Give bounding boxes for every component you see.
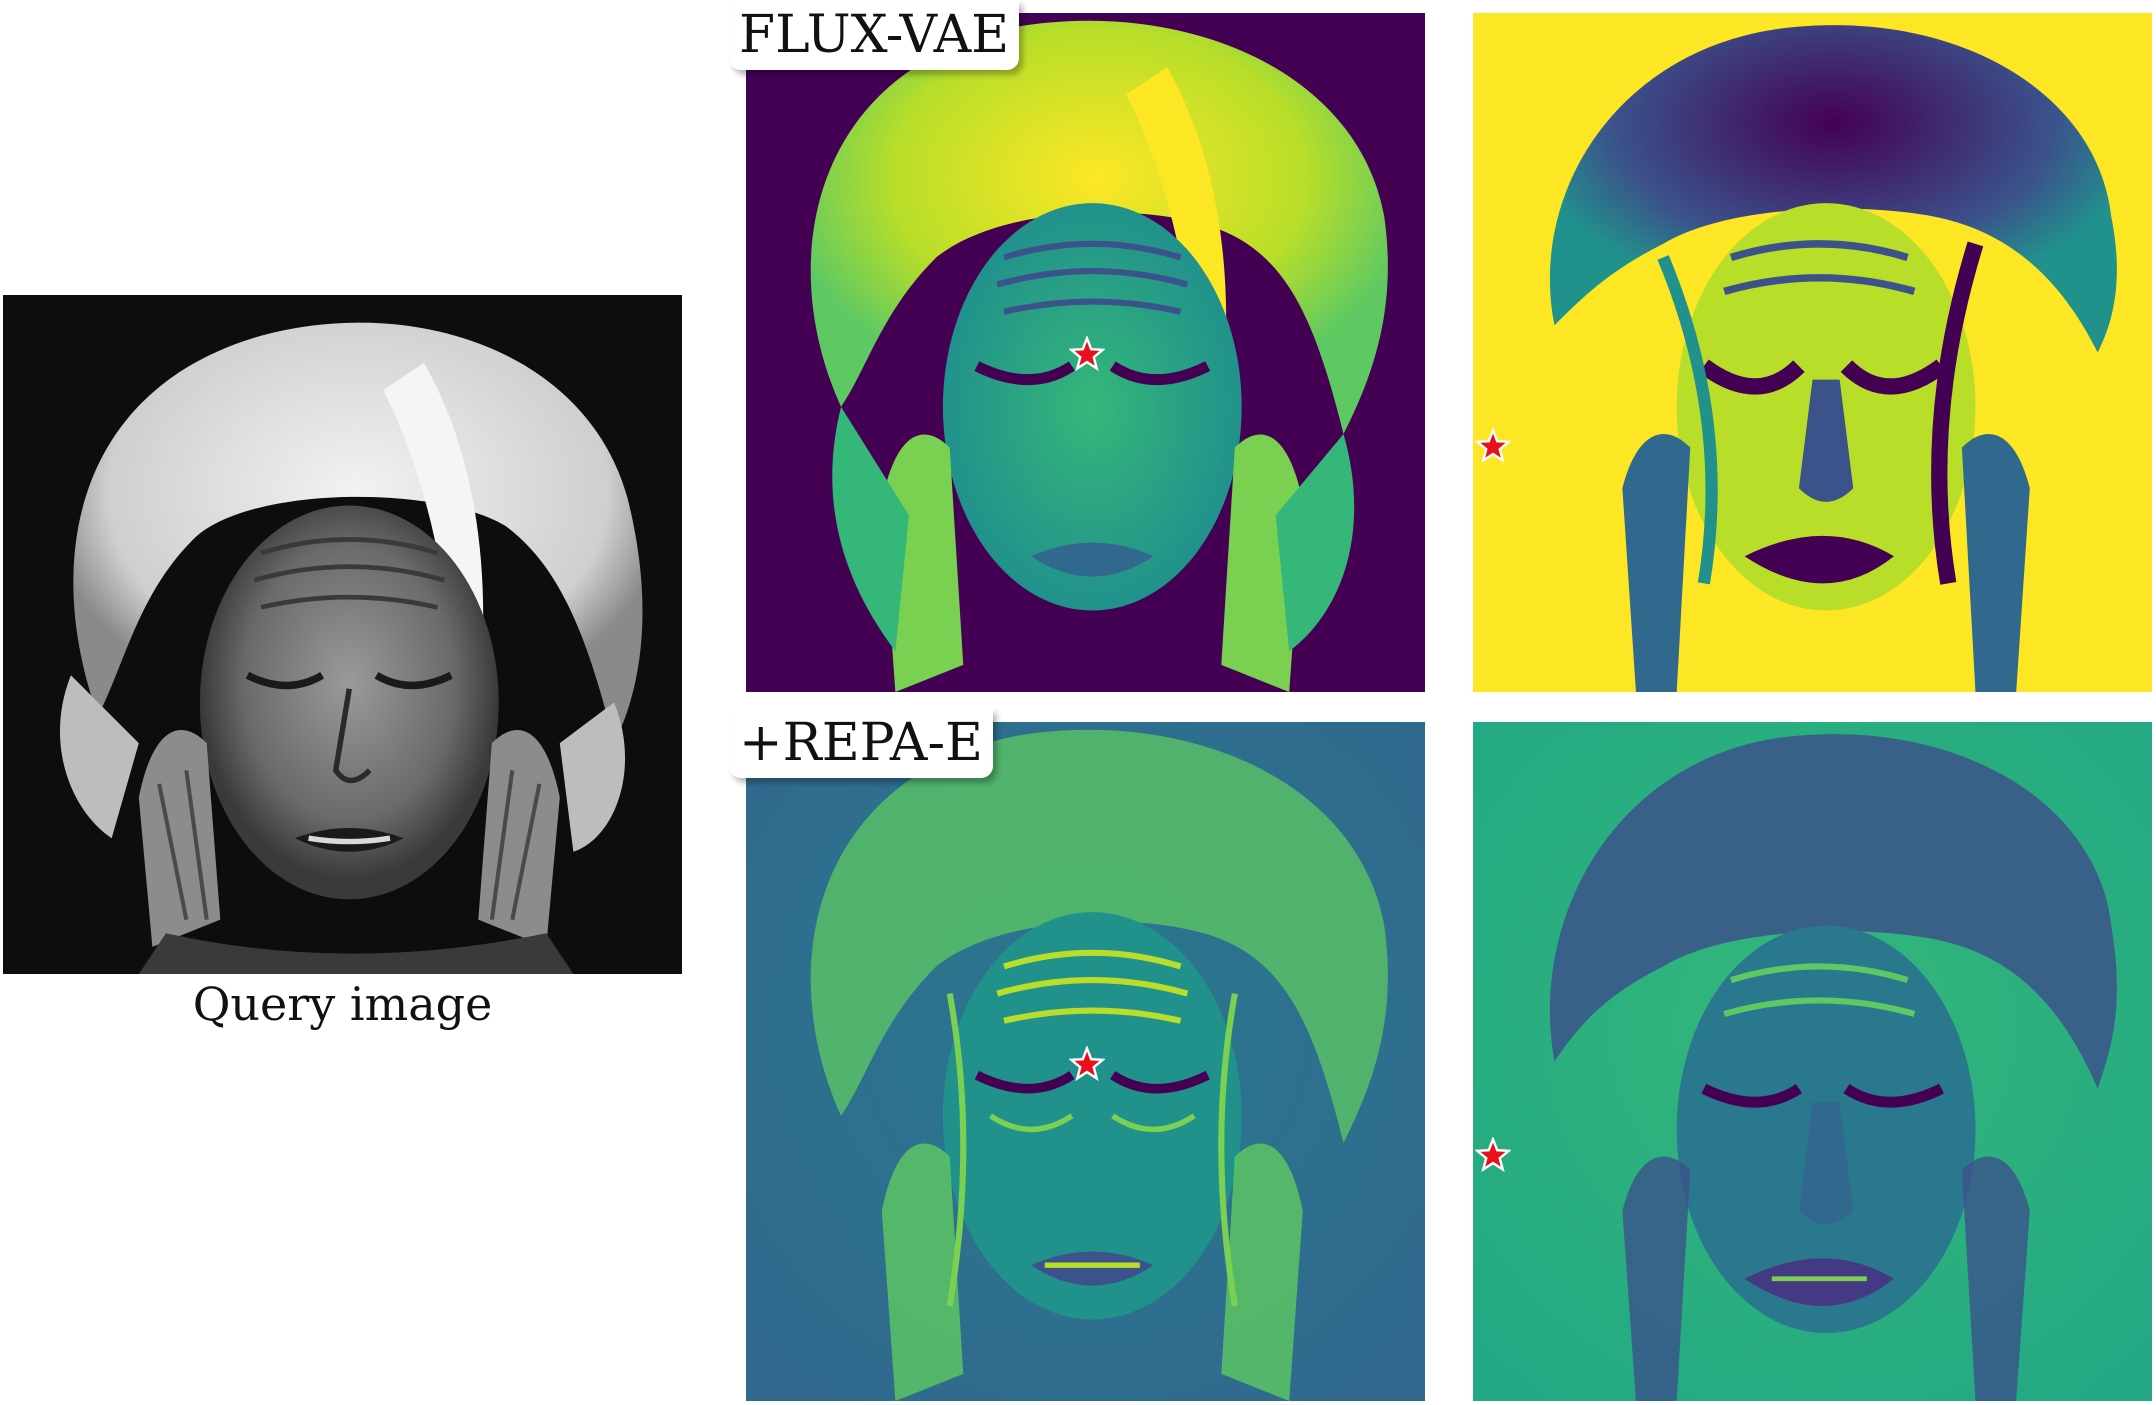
similarity-map-repa-e-1 bbox=[746, 722, 1425, 1401]
query-point-star-marker bbox=[1069, 336, 1105, 372]
query-point-star-marker bbox=[1069, 1046, 1105, 1082]
row-label-repa-e: +REPA-E bbox=[729, 708, 993, 778]
row-label-flux-vae: FLUX-VAE bbox=[729, 0, 1020, 70]
query-point-star-marker bbox=[1475, 1137, 1511, 1173]
query-image-caption: Query image bbox=[192, 977, 493, 1031]
query-point-star-marker bbox=[1475, 428, 1511, 464]
similarity-map-repa-e-2 bbox=[1473, 722, 2152, 1401]
similarity-map-flux-vae-2 bbox=[1473, 13, 2152, 692]
query-image bbox=[3, 295, 682, 974]
